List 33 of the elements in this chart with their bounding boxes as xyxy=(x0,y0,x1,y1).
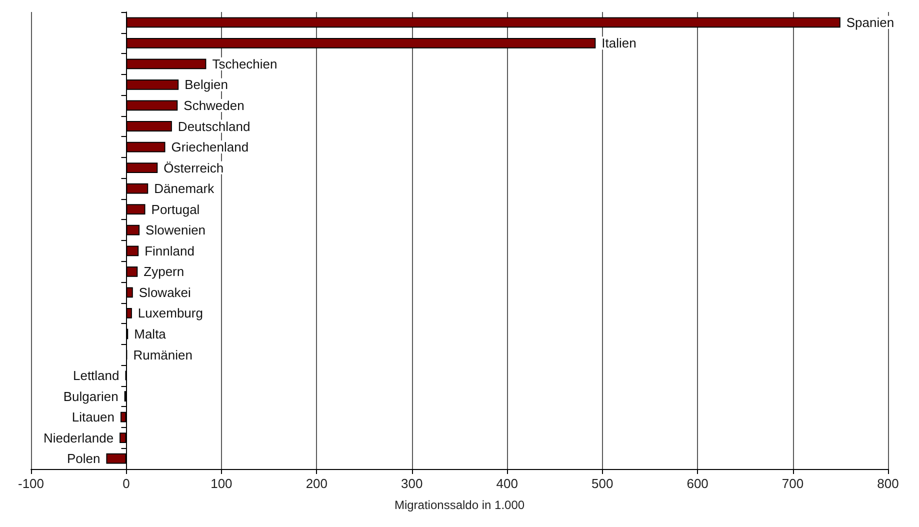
x-tick-label: 100 xyxy=(210,476,232,491)
y-tick-label: Bulgarien xyxy=(63,388,118,404)
x-tick-label: 300 xyxy=(401,476,423,491)
x-tick-label: 0 xyxy=(122,476,130,491)
x-axis-title: Migrationssaldo in 1.000 xyxy=(394,498,525,512)
y-tick-label: Portugal xyxy=(151,202,200,217)
y-tick-label: Litauen xyxy=(72,410,115,425)
y-tick-label: Schweden xyxy=(184,98,244,113)
y-tick-label: Slowenien xyxy=(146,222,206,238)
x-tick-label: 700 xyxy=(782,476,804,491)
y-tick-label: Niederlande xyxy=(43,430,114,446)
y-tick-label: Österreich xyxy=(164,160,224,176)
y-tick-label: Malta xyxy=(134,326,167,342)
y-tick-label: Italien xyxy=(602,36,636,51)
y-tick-label: Spanien xyxy=(846,14,894,30)
x-tick-label: -100 xyxy=(18,476,44,491)
y-tick-label: Slowakei xyxy=(138,284,192,300)
x-tick-label: 800 xyxy=(877,476,899,491)
y-tick-label: Luxemburg xyxy=(138,306,203,321)
x-tick-label: 600 xyxy=(686,476,708,491)
y-tick-label: Rumänien xyxy=(133,347,192,362)
y-tick-label: Lettland xyxy=(72,368,120,384)
x-tick-label: 400 xyxy=(496,476,518,491)
y-tick-label: Finnland xyxy=(144,243,194,258)
x-tick-label: 200 xyxy=(306,476,328,491)
y-tick-label: Griechenland xyxy=(171,140,249,155)
x-tick-label: 500 xyxy=(591,476,614,491)
y-tick-label: Polen xyxy=(66,451,100,466)
y-tick-label: Tschechien xyxy=(212,56,278,72)
y-tick-label: Dänemark xyxy=(154,181,215,196)
y-tick-label: Belgien xyxy=(184,77,228,92)
y-tick-label: Zypern xyxy=(144,264,184,280)
y-tick-label: Deutschland xyxy=(178,118,250,134)
